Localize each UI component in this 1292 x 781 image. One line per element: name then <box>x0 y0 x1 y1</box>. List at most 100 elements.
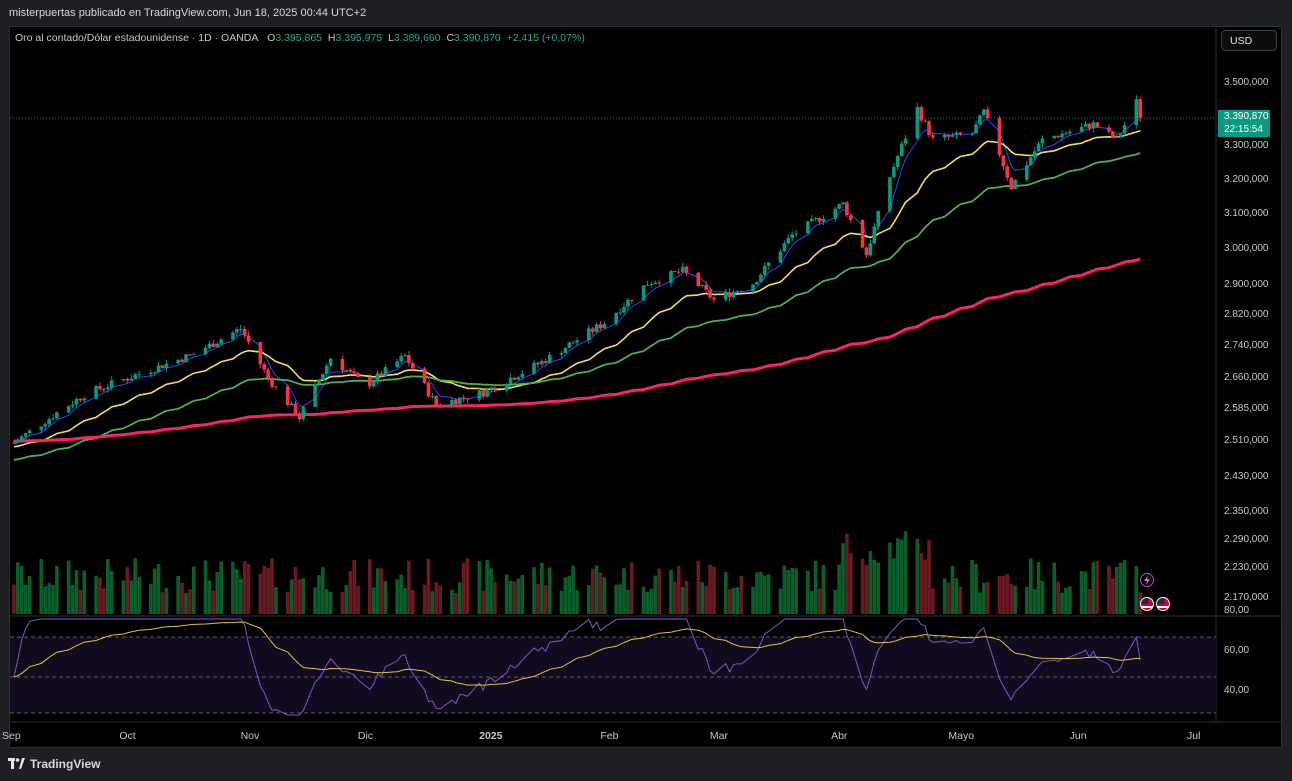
candle-body <box>19 436 24 441</box>
volume-bar <box>755 572 759 614</box>
candle-body <box>575 340 579 343</box>
candle-body <box>231 332 235 340</box>
candle-body <box>864 247 869 256</box>
candle-body <box>704 284 708 290</box>
candle-body <box>837 204 841 209</box>
volume-bar <box>489 568 493 614</box>
candle-body <box>43 424 47 427</box>
candle-body <box>950 135 955 137</box>
candle-body <box>1068 131 1072 134</box>
candle-body <box>700 284 705 286</box>
volume-bar <box>626 589 630 614</box>
volume-bar <box>751 586 755 614</box>
bar-countdown: 22:15:54 <box>1224 123 1263 135</box>
volume-bar <box>371 587 376 614</box>
candle-body <box>1009 177 1013 190</box>
volume-bar <box>860 558 865 614</box>
volume-bar <box>121 580 126 614</box>
volume-bar <box>403 588 407 614</box>
volume-bar <box>368 559 372 614</box>
volume-bar <box>512 581 517 614</box>
volume-bar <box>317 575 321 614</box>
candle-body <box>735 291 740 293</box>
volume-bar <box>536 584 540 614</box>
candle-body <box>129 378 134 381</box>
footer-brand[interactable]: TradingView <box>8 757 100 771</box>
volume-bar <box>1052 562 1057 614</box>
volume-bar <box>454 592 458 614</box>
candle-body <box>958 132 963 135</box>
candle-body <box>1083 123 1088 127</box>
candle-body <box>180 359 184 363</box>
volume-bar <box>340 591 345 614</box>
candle-body <box>481 390 486 397</box>
volume-bar <box>923 559 927 614</box>
candle-body <box>82 398 87 401</box>
candle-body <box>970 133 974 135</box>
candle-body <box>317 379 321 384</box>
candle-body <box>39 426 44 431</box>
candle-body <box>622 306 626 313</box>
price-tick-label: 3.200,000 <box>1224 174 1269 185</box>
volume-bar <box>313 587 317 614</box>
symbol-label: Oro al contado/Dólar estadounidense · 1D… <box>15 32 259 44</box>
candle-body <box>1138 99 1143 118</box>
us-flag-icon-2[interactable] <box>1156 597 1170 611</box>
volume-bar <box>411 589 415 614</box>
volume-bar <box>434 582 439 614</box>
time-tick-label: Jun <box>1069 730 1087 742</box>
candle-body <box>485 389 489 397</box>
candle-body <box>51 418 55 420</box>
candle-body <box>927 121 931 136</box>
flash-event-icon[interactable] <box>1140 573 1154 587</box>
candle-body <box>102 389 106 391</box>
us-flag-icon[interactable] <box>1140 597 1154 611</box>
price-tick-label: 3.300,000 <box>1224 140 1269 151</box>
candle-body <box>915 107 920 139</box>
candle-body <box>137 374 141 376</box>
candle-body <box>176 359 180 364</box>
candle-body <box>266 369 270 378</box>
candle-body <box>931 135 935 138</box>
volume-bar <box>176 575 180 614</box>
currency-button[interactable]: USD <box>1221 30 1277 51</box>
volume-bar <box>399 574 403 614</box>
candle-body <box>23 433 28 437</box>
candle-body <box>1111 131 1115 138</box>
volume-bar <box>1107 565 1111 614</box>
volume-bar <box>156 563 161 614</box>
volume-bar <box>1091 562 1096 614</box>
volume-bar <box>594 565 599 614</box>
volume-bar <box>970 559 974 614</box>
volume-bar <box>982 582 986 614</box>
candle-body <box>923 120 927 122</box>
candle-body <box>809 218 814 222</box>
volume-bar <box>559 590 564 614</box>
price-tick-label: 2.820,000 <box>1224 309 1269 320</box>
volume-bar <box>888 542 892 614</box>
last-price-value: 3.390,870 <box>1224 111 1269 122</box>
volume-bar <box>833 589 837 614</box>
volume-bar <box>657 568 662 614</box>
volume-bar <box>1064 587 1068 614</box>
volume-bar <box>356 585 360 614</box>
candle-body <box>982 109 986 116</box>
candle-body <box>395 361 399 368</box>
candle-body <box>841 202 845 205</box>
volume-bar <box>1087 588 1092 614</box>
volume-bar <box>293 567 298 614</box>
candle-body <box>356 373 360 378</box>
candle-body <box>1025 165 1029 180</box>
candle-body <box>426 382 431 397</box>
volume-bar <box>82 570 87 614</box>
candle-body <box>368 377 372 387</box>
volume-bar <box>352 559 356 614</box>
candle-body <box>297 415 302 420</box>
candle-body <box>94 386 98 399</box>
volume-bar <box>148 583 153 614</box>
candle-body <box>876 210 881 227</box>
candle-body <box>1036 143 1041 152</box>
candle-body <box>1064 133 1068 135</box>
chart-frame[interactable] <box>9 26 1282 748</box>
